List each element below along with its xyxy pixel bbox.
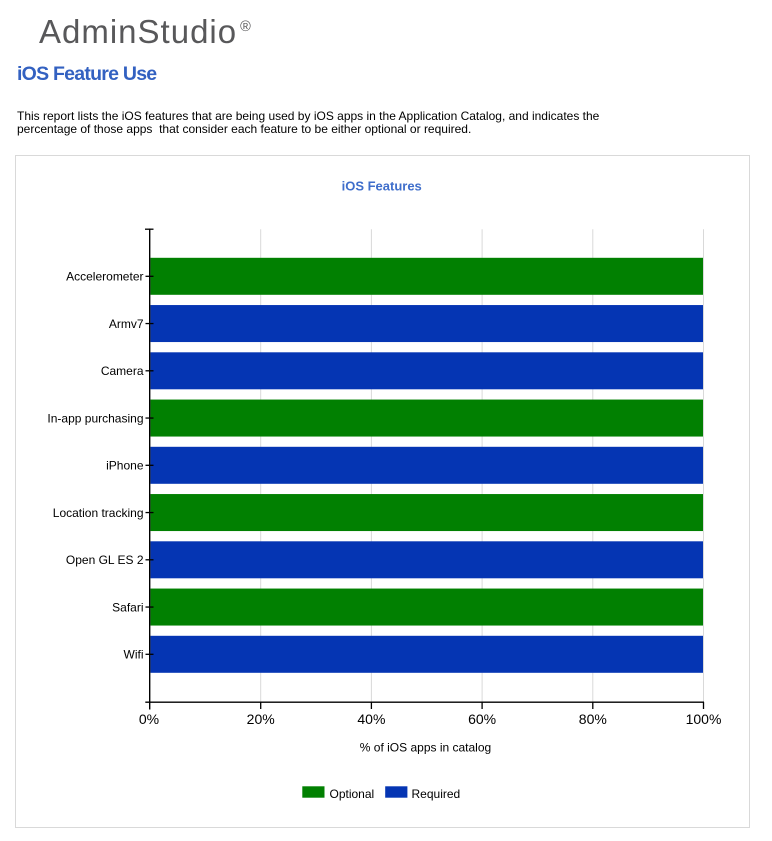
svg-text:0%: 0% [139, 711, 159, 727]
svg-text:In-app purchasing: In-app purchasing [47, 411, 143, 425]
svg-text:Armv7: Armv7 [109, 317, 144, 331]
svg-text:iOS Features: iOS Features [342, 178, 422, 193]
svg-text:% of iOS apps in catalog: % of iOS apps in catalog [360, 741, 491, 755]
svg-text:20%: 20% [247, 711, 275, 727]
svg-text:Location tracking: Location tracking [53, 506, 144, 520]
svg-text:Accelerometer: Accelerometer [66, 270, 143, 284]
svg-text:Optional: Optional [330, 787, 375, 801]
svg-text:Wifi: Wifi [124, 648, 144, 662]
svg-text:Camera: Camera [101, 364, 144, 378]
svg-text:80%: 80% [579, 711, 607, 727]
svg-text:Safari: Safari [112, 600, 143, 614]
svg-text:60%: 60% [468, 711, 496, 727]
svg-text:Open GL ES 2: Open GL ES 2 [66, 553, 144, 567]
svg-text:40%: 40% [357, 711, 385, 727]
svg-text:Required: Required [412, 787, 461, 801]
svg-text:100%: 100% [686, 711, 722, 727]
svg-text:iPhone: iPhone [106, 459, 144, 473]
